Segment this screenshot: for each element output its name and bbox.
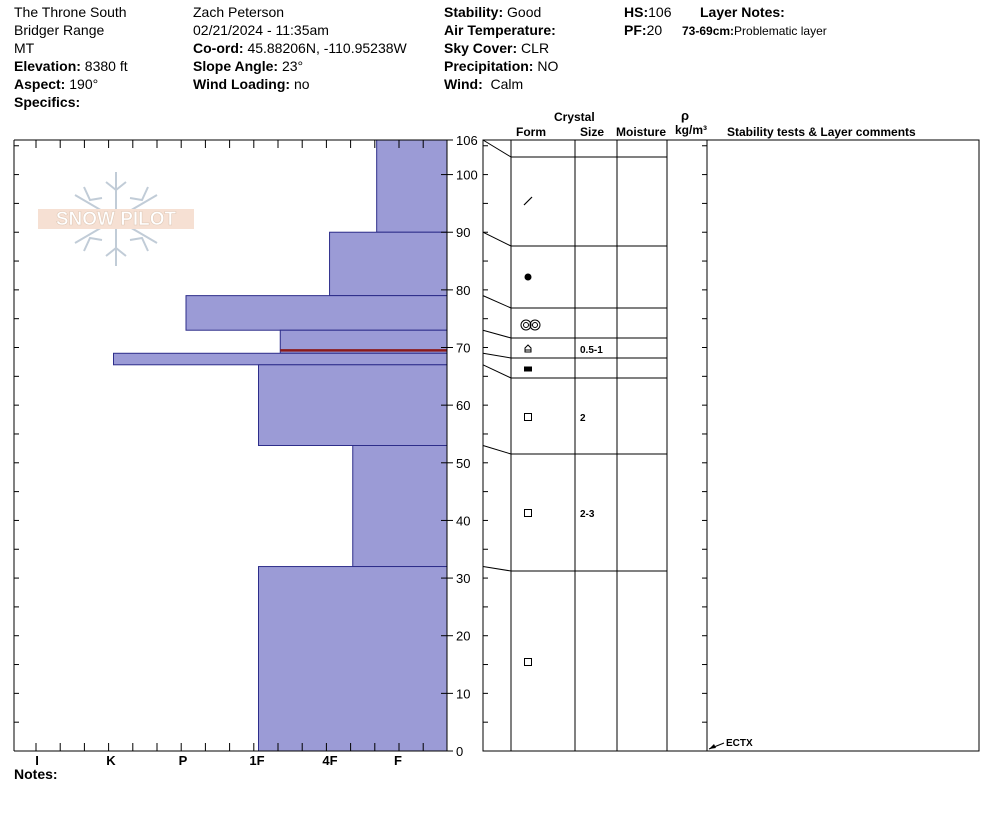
form-header: Form (516, 125, 546, 139)
logo-band (38, 209, 194, 229)
crystal-size-label: 0.5-1 (580, 345, 603, 356)
logo-text: SNOW PILOT (56, 209, 177, 230)
stability-header: Stability tests & Layer comments (727, 125, 916, 139)
air-temperature: Air Temperature: (444, 22, 556, 38)
sky-cover: Sky Cover: CLR (444, 40, 550, 56)
faceted-icon (524, 509, 532, 517)
snow-height: HS:106 (624, 4, 672, 20)
facet-square (524, 413, 532, 421)
ice-formation-icon (524, 366, 532, 372)
density-symbol: ρ (681, 108, 690, 123)
crystal-size-label: 2-3 (580, 509, 595, 520)
hardness-label: 4F (322, 753, 337, 768)
rounded-icon (524, 273, 532, 281)
melt-ring (520, 319, 532, 331)
depth-hoar-faceted-icon (524, 344, 532, 353)
wind-loading: Wind Loading: no (193, 76, 310, 92)
layer-connector (482, 364, 512, 379)
hoar-shape (524, 344, 532, 353)
wind: Wind: Calm (444, 76, 524, 92)
ice-block (524, 366, 532, 372)
facet-square (524, 509, 532, 517)
layer-note: 73-69cm:Problematic layer (682, 24, 827, 38)
snowpilot-logo: SNOW PILOT (38, 172, 194, 266)
crystal-size-label: 2 (580, 413, 586, 424)
depth-label: 40 (456, 513, 470, 528)
depth-label: 60 (456, 398, 470, 413)
crystal-table-frame (482, 139, 980, 752)
layer-connector (482, 329, 512, 339)
notes-label: Notes: (14, 766, 58, 782)
layer-connector (482, 231, 512, 247)
layer-connector (482, 445, 512, 455)
hardness-label: F (394, 753, 402, 768)
precip-particle-icon (523, 196, 533, 206)
hardness-label: P (179, 753, 188, 768)
depth-label: 50 (456, 456, 470, 471)
hardness-bar (258, 566, 448, 752)
penetration-foot: PF:20 (624, 22, 663, 38)
coordinates: Co-ord: 45.88206N, -110.95238W (193, 40, 407, 56)
stability-test-label: ECTX (726, 738, 753, 749)
location-line1: The Throne South (14, 4, 127, 20)
hardness-bar (258, 364, 448, 446)
depth-label: 106 (456, 133, 478, 148)
size-header: Size (580, 125, 605, 139)
layer-connector (482, 352, 512, 359)
location-line2: Bridger Range (14, 22, 105, 38)
melt-ring (529, 319, 541, 331)
hardness-bar (113, 352, 448, 366)
elevation: Elevation: 8380 ft (14, 58, 128, 74)
hardness-label: 1F (249, 753, 264, 768)
hardness-label: I (35, 753, 39, 768)
layer-connector (482, 566, 512, 572)
hardness-bar (352, 445, 448, 568)
density-unit: kg/m³ (675, 123, 708, 137)
slope-angle: Slope Angle: 23° (193, 58, 304, 74)
faceted-icon (524, 658, 532, 666)
precip-stroke (523, 196, 533, 206)
location-line3: MT (14, 40, 35, 56)
depth-label: 100 (456, 168, 478, 183)
stability-test-arrowhead (709, 744, 716, 749)
layer-connector (482, 139, 512, 158)
observer: Zach Peterson (193, 4, 285, 20)
hardness-bar (376, 139, 448, 233)
depth-label: 30 (456, 571, 470, 586)
depth-label: 90 (456, 225, 470, 240)
depth-label: 20 (456, 629, 470, 644)
precipitation: Precipitation: NO (444, 58, 559, 74)
melt-ring (523, 322, 529, 328)
depth-label: 10 (456, 686, 470, 701)
specifics: Specifics: (14, 94, 81, 110)
stability: Stability: Good (444, 4, 542, 20)
hardness-bars (113, 139, 448, 752)
depth-label: 0 (456, 744, 463, 759)
aspect: Aspect: 190° (14, 76, 99, 92)
hardness-label: K (106, 753, 116, 768)
profile-axes: I K P 1F 4F F 0 10 20 30 40 50 60 70 80 90 100 106 (13, 133, 478, 768)
melt-ring (532, 322, 538, 328)
crystal-grid: 0.5-1 2 2-3 ECTX (482, 139, 980, 752)
layer-connector (482, 295, 512, 309)
faceted-icon (524, 413, 532, 421)
facet-square (524, 658, 532, 666)
melt-form-icon (520, 319, 541, 331)
moisture-header: Moisture (616, 125, 667, 139)
crystal-header: Crystal (554, 110, 595, 124)
depth-label: 80 (456, 283, 470, 298)
datetime: 02/21/2024 - 11:35am (193, 22, 329, 38)
rounded-dot (524, 273, 532, 281)
hardness-bar (185, 295, 448, 331)
depth-label: 70 (456, 341, 470, 356)
hardness-bar (329, 231, 448, 297)
layer-notes-label: Layer Notes: (700, 4, 785, 20)
